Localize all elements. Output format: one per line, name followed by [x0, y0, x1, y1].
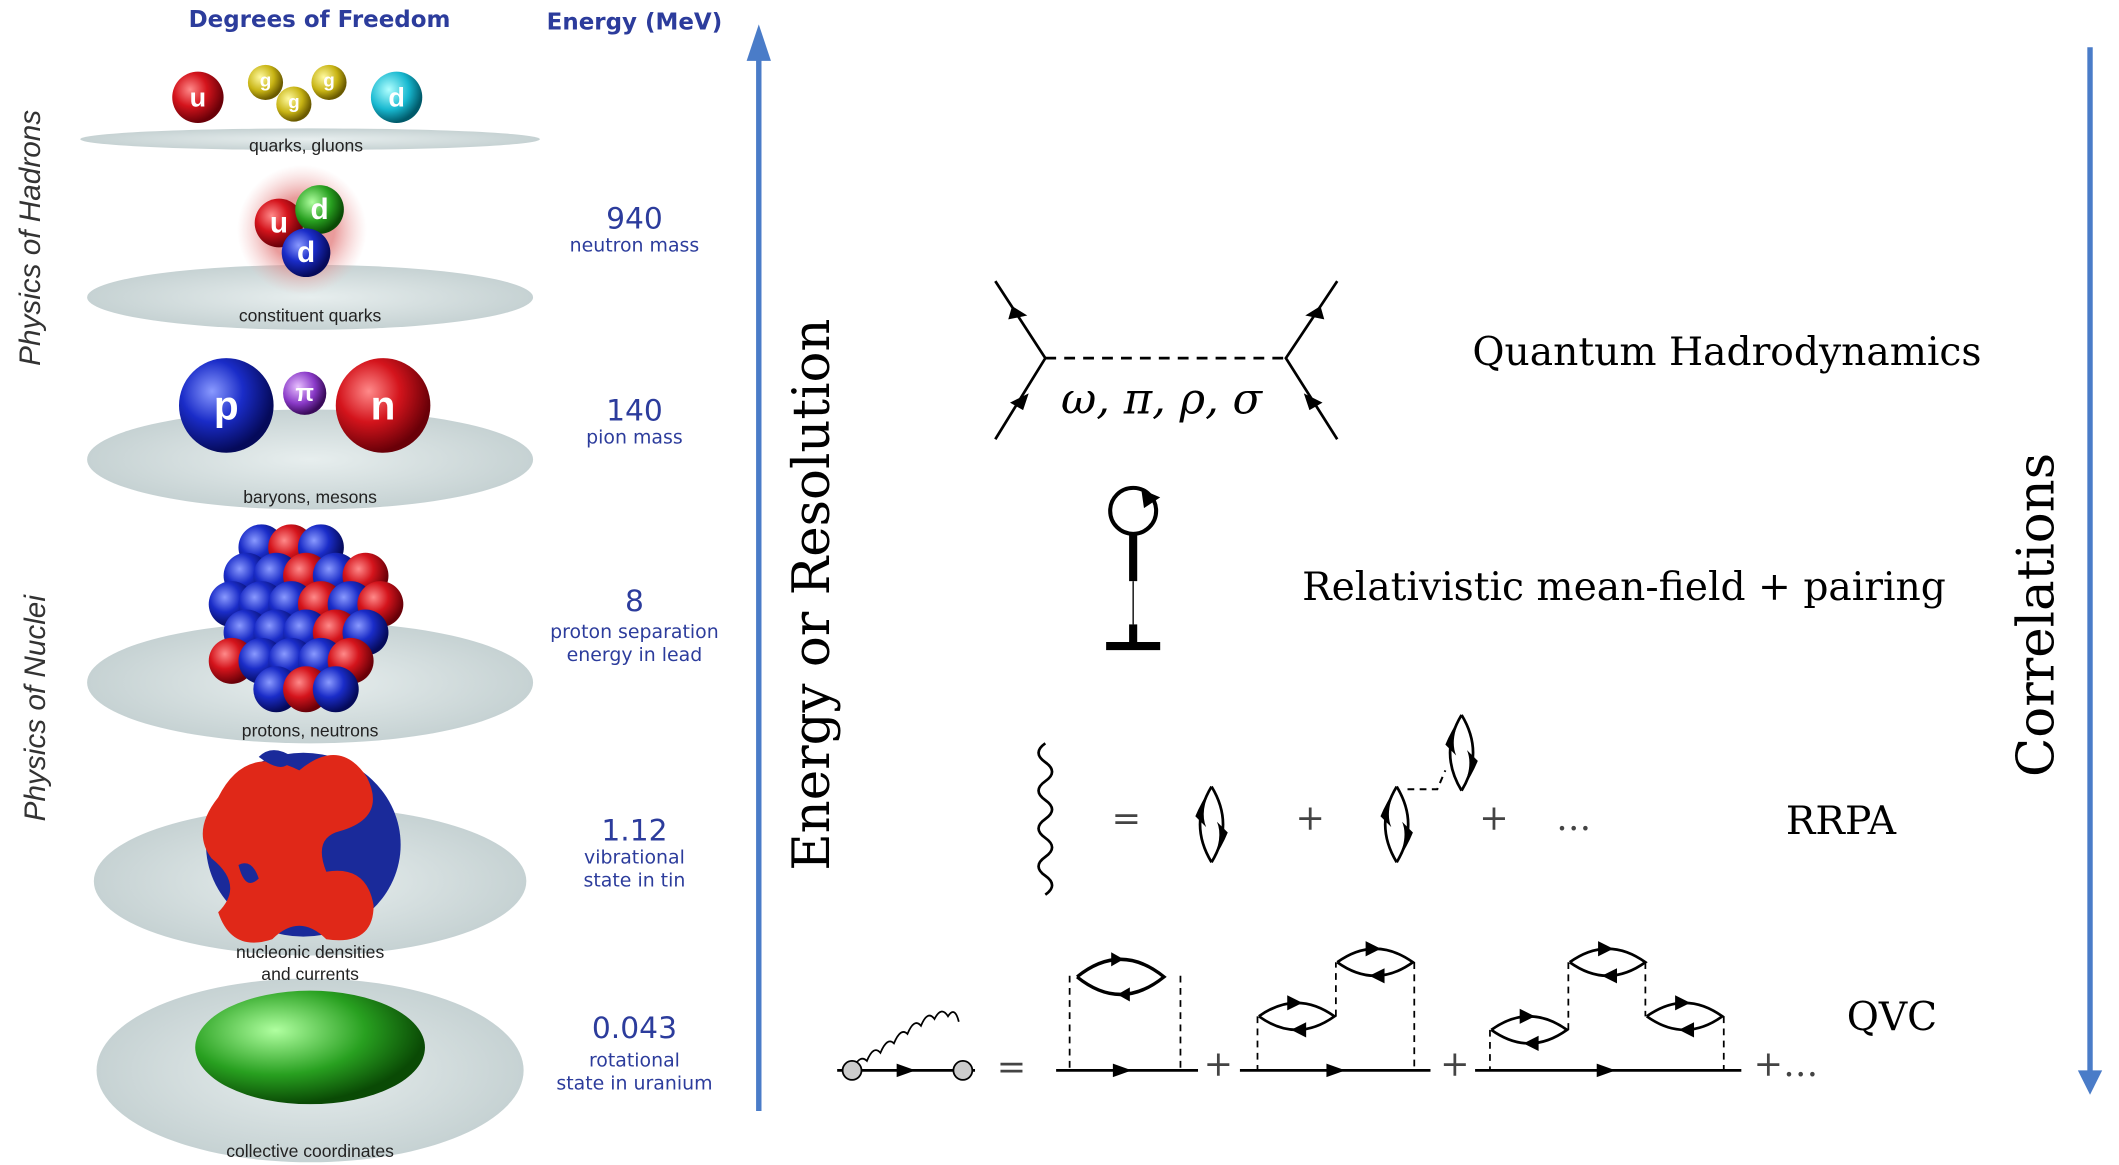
particle: u: [270, 206, 288, 239]
level-label: baryons, mesons: [243, 487, 377, 507]
equation-symbol: =: [997, 1047, 1026, 1088]
diagram: Degrees of Freedom Energy (MeV) Physics …: [0, 0, 2119, 1165]
model-name: QVC: [1847, 995, 1937, 1040]
particle: π: [295, 380, 314, 407]
energy-note: energy in lead: [567, 644, 703, 666]
quarks: u g g g d: [172, 65, 422, 123]
header: Degrees of Freedom: [189, 7, 451, 33]
particle: g: [288, 92, 300, 113]
particle: g: [260, 71, 272, 92]
region-label: Physics of Hadrons: [14, 110, 47, 366]
particle: d: [297, 236, 315, 269]
particle: p: [214, 382, 239, 428]
energy-note: rotational: [589, 1049, 680, 1071]
region-label: Physics of Nuclei: [19, 594, 52, 822]
rmf-diagram: [1106, 488, 1160, 646]
particle: u: [190, 82, 207, 112]
model-name: Quantum Hadrodynamics: [1472, 330, 1981, 375]
level-label: constituent quarks: [239, 306, 382, 326]
rrpa-diagram: [1039, 715, 1478, 895]
model-name: Relativistic mean-field + pairing: [1302, 565, 1946, 610]
equation-symbol: =: [1112, 798, 1141, 839]
energy-value: 1.12: [601, 814, 667, 849]
constituent-quarks: u d d: [237, 165, 367, 295]
model-name: RRPA: [1786, 799, 1897, 844]
particle: d: [388, 82, 405, 112]
axis-label: Energy or Resolution: [782, 319, 842, 871]
collective-ellipsoid: [195, 991, 425, 1105]
equation-symbol: +: [1295, 798, 1324, 839]
energies: 940 neutron mass 140 pion mass 8 proton …: [550, 201, 719, 1094]
particle: g: [323, 71, 335, 92]
axis-label: Correlations: [2007, 453, 2067, 777]
energy-note: pion mass: [586, 426, 683, 448]
level-label: protons, neutrons: [242, 721, 379, 741]
meson-label: ω, π, ρ, σ: [1061, 375, 1264, 425]
level-label: collective coordinates: [226, 1141, 394, 1161]
qvc-diagram: [837, 943, 1741, 1080]
equation-symbol: …: [1556, 798, 1591, 839]
energy-value: 140: [606, 393, 663, 428]
nucleon: [313, 666, 359, 712]
density-blob: [203, 750, 401, 943]
level-label: quarks, gluons: [249, 135, 363, 155]
equation-symbol: +…: [1754, 1044, 1819, 1085]
energy-value: 8: [625, 584, 644, 619]
energy-arrow: [747, 24, 771, 1111]
equation-symbol: +: [1479, 798, 1508, 839]
level-label: and currents: [261, 964, 359, 984]
energy-note: vibrational: [584, 847, 685, 869]
level-label: nucleonic densities: [236, 942, 384, 962]
energy-note: proton separation: [550, 621, 719, 643]
energy-note: state in tin: [584, 870, 686, 892]
correlations-arrow: [2078, 47, 2102, 1094]
particle: n: [371, 382, 396, 428]
header: Energy (MeV): [547, 10, 723, 36]
particle: d: [310, 193, 328, 226]
energy-value: 940: [606, 201, 663, 236]
energy-note: neutron mass: [570, 234, 700, 256]
energy-value: 0.043: [592, 1011, 677, 1046]
equation-symbol: +: [1440, 1044, 1469, 1085]
equation-symbol: +: [1204, 1044, 1233, 1085]
energy-note: state in uranium: [556, 1072, 712, 1094]
